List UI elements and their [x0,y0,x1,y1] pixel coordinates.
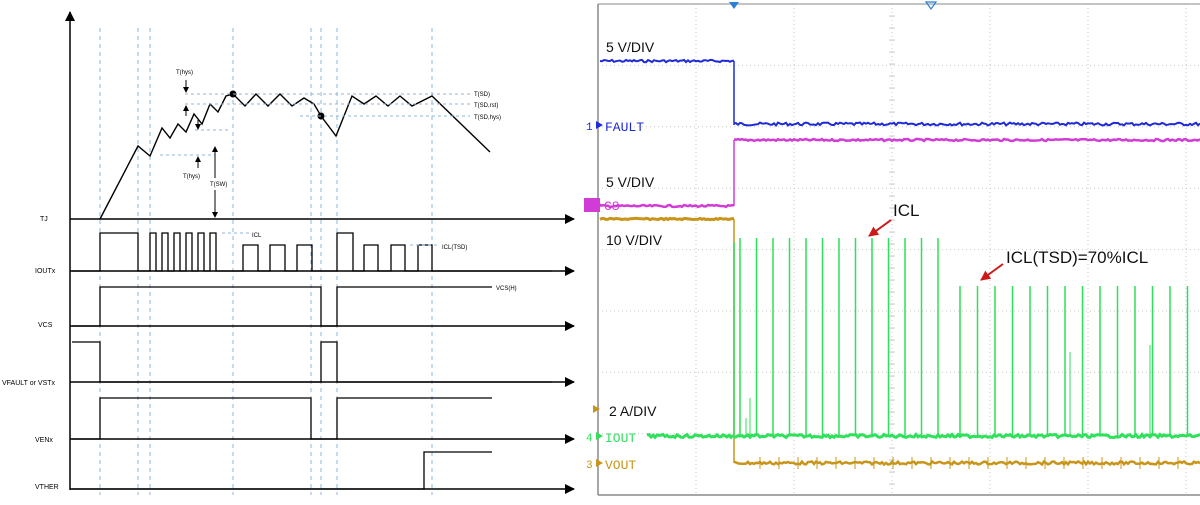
channel-arrow-icon [596,201,603,209]
channel-number: 3 [586,460,593,472]
scale-fault-label: 5 V/DIV [606,39,655,55]
channel-marker-vout: 3 VOUT [586,405,636,473]
scale-iout-label: 2 A/DIV [609,403,657,419]
fault-trace [599,58,1200,127]
label-vcsh: VCS(H) [496,286,517,292]
vcs-waveform [72,286,492,327]
label-vther: VTHER [35,484,59,491]
channel-marker-cs: CS [584,198,620,214]
annotation-icl-arrow [868,219,892,237]
label-tsw: T(SW) [210,182,227,188]
cs-low-segment [600,203,735,209]
iout-baseline-pre [646,432,735,440]
label-vcs: VCS [38,322,53,329]
trigger-marker-icon [729,2,739,9]
label-tsd-hys: T(SD,hys) [474,115,501,121]
iout-baseline-post [733,432,1200,440]
trigger-level-icon [593,405,600,413]
label-thys-bottom: T(hys) [183,174,200,180]
label-ioutx: IOUTx [35,268,56,275]
cursor-marker-icon [924,1,938,11]
cs-trace [600,137,1200,209]
vout-low-segment [733,459,1200,467]
channel-marker-fault: 1 FAULT [586,120,644,135]
annotation-icl: ICL [893,201,919,220]
label-tsd-rst: T(SD,rst) [474,103,498,109]
channel-arrow-icon [596,459,603,467]
channel-number: 1 [586,122,593,134]
annotation-icl-tsd-arrow [980,263,1004,281]
ioutx-waveform [72,232,552,272]
scale-cs-label: 5 V/DIV [606,174,655,190]
channel-arrow-icon [596,121,603,129]
label-tsd: T(SD) [474,92,490,98]
label-icl-tsd: ICL(TSD) [442,245,467,251]
time-axes [70,214,575,494]
fault-high-segment [599,58,735,64]
venx-waveform [72,397,492,440]
label-icl: ICL [252,233,262,239]
annotation-icl-tsd: ICL(TSD)=70%ICL [1006,248,1148,267]
vfault-waveform [72,341,552,383]
channel-name: CS [604,199,620,214]
channel-number: 4 [586,433,593,445]
label-venx: VENx [35,437,53,444]
scale-vout-label: 10 V/DIV [606,232,663,248]
channel-marker-iout: 4 IOUT [586,431,636,446]
channel-name: IOUT [605,431,636,446]
channel-arrow-icon [596,432,603,440]
label-thys-top: T(hys) [176,70,193,76]
timing-diagram: TJ IOUTx VCS VFAULT or VSTx VENx VTHER T… [2,11,575,495]
fault-low-segment [733,121,1200,127]
junction-temperature-curve [99,92,491,220]
channel-name: VOUT [605,458,636,473]
iout-trace [646,238,1200,440]
label-tj: TJ [40,216,48,223]
oscilloscope-capture: 5 V/DIV 5 V/DIV 10 V/DIV 2 A/DIV 1 FAULT… [584,1,1200,496]
vout-high-segment [599,216,735,222]
channel-name: FAULT [605,120,644,135]
label-vfault: VFAULT or VSTx [2,380,56,387]
vther-waveform [72,451,492,490]
cs-high-segment [733,137,1200,143]
